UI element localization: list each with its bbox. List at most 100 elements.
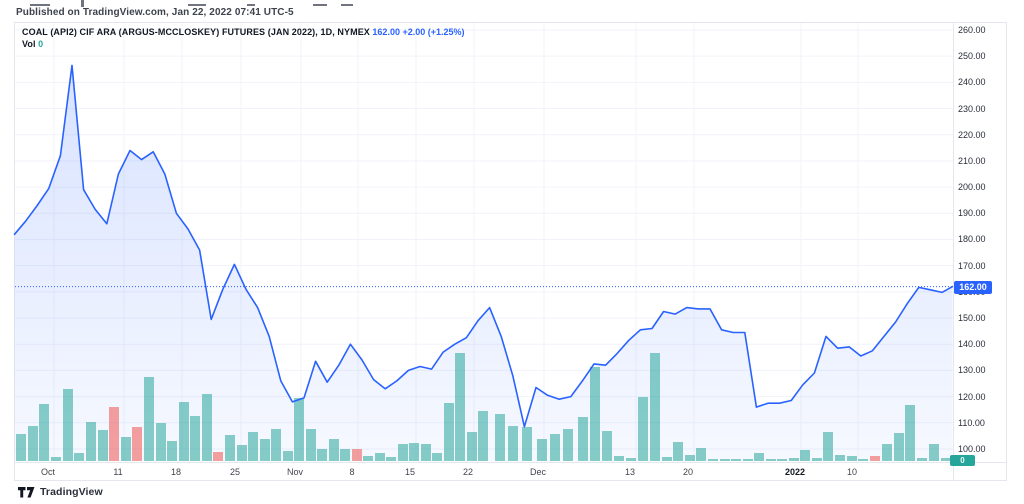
clipped-text-fragment <box>81 0 84 7</box>
volume-bar-up <box>823 432 833 461</box>
tradingview-logo-icon <box>18 486 35 497</box>
volume-bar-up <box>578 417 588 461</box>
volume-bar-up <box>917 458 927 461</box>
volume-bar-up <box>63 389 73 461</box>
volume-bar-up <box>905 405 915 461</box>
price-scale-tick: 130.00 <box>958 365 986 376</box>
volume-bar-up <box>858 459 868 461</box>
volume-bar-up <box>271 429 281 461</box>
volume-bar-up <box>421 444 431 461</box>
current-price-label: 162.00 <box>954 281 992 294</box>
volume-bar-up <box>329 439 339 461</box>
volume-bar-up <box>51 457 61 461</box>
price-scale-tick: 240.00 <box>958 77 986 88</box>
time-scale-tick: 15 <box>404 467 416 477</box>
volume-bar-up <box>283 451 293 461</box>
price-scale-tick: 110.00 <box>958 417 985 428</box>
volume-bar-up <box>121 437 131 461</box>
time-scale-tick: Nov <box>286 467 304 477</box>
price-scale-tick: 210.00 <box>958 155 986 166</box>
volume-bar-up <box>626 458 636 461</box>
volume-bar-up <box>789 458 799 461</box>
volume-bar-up <box>398 444 408 461</box>
volume-bar-up <box>28 426 38 461</box>
volume-bar-up <box>777 459 787 461</box>
volume-bar-up <box>237 445 247 461</box>
price-scale-tick: 180.00 <box>958 234 986 245</box>
volume-bar-up <box>432 453 442 461</box>
volume-bar-up <box>929 444 939 461</box>
volume-bar-down <box>109 407 119 461</box>
volume-bar-up <box>563 429 573 461</box>
price-line <box>13 64 954 428</box>
volume-scale-label: 0 <box>950 455 975 466</box>
volume-bar-up <box>190 416 200 461</box>
time-scale-tick: 25 <box>229 467 241 477</box>
price-line-path <box>13 64 954 428</box>
price-scale-tick: 140.00 <box>958 339 986 350</box>
volume-bar-up <box>495 414 505 461</box>
volume-bar-up <box>98 430 108 461</box>
volume-bar-up <box>260 439 270 461</box>
volume-bar-up <box>179 402 189 461</box>
time-scale-tick: 11 <box>113 467 123 477</box>
clipped-text-fragment <box>247 4 255 6</box>
volume-bar-up <box>685 455 695 461</box>
clipped-text-fragment <box>188 4 206 6</box>
volume-bar-up <box>731 459 741 461</box>
volume-bar-up <box>306 429 316 461</box>
volume-label: Vol <box>22 39 36 49</box>
volume-value: 0 <box>38 39 44 49</box>
time-scale-tick: 8 <box>349 467 355 477</box>
time-scale-tick: 13 <box>624 467 636 477</box>
volume-bar-up <box>708 459 718 461</box>
price-scale-tick: 260.00 <box>958 25 986 35</box>
legend-change: +2.00 (+1.25%) <box>402 27 465 37</box>
legend-volume-row: Vol 0 <box>22 38 465 50</box>
time-scale-tick: 22 <box>462 467 474 477</box>
volume-bar-up <box>467 432 477 461</box>
tradingview-logo[interactable]: TradingView <box>18 486 103 498</box>
volume-bar-up <box>894 433 904 461</box>
clipped-text-fragment <box>341 4 353 6</box>
volume-bar-up <box>650 353 660 461</box>
time-scale-tick: 20 <box>682 467 694 477</box>
area-fill-path <box>14 65 953 462</box>
volume-bar-up <box>375 453 385 461</box>
volume-bar-up <box>225 435 235 461</box>
volume-bar-up <box>508 426 518 461</box>
time-scale-separator <box>15 462 1006 463</box>
volume-bar-up <box>602 431 612 461</box>
volume-bar-down <box>132 427 142 461</box>
price-area-fill <box>14 65 953 462</box>
legend-symbol-row: COAL (API2) CIF ARA (ARGUS-MCCLOSKEY) FU… <box>22 26 465 38</box>
volume-bar-up <box>614 456 624 461</box>
volume-bar-up <box>294 398 304 461</box>
clipped-text-fragment <box>30 4 50 6</box>
price-scale-separator <box>953 23 954 481</box>
price-scale-tick: 230.00 <box>958 103 986 114</box>
symbol-title: COAL (API2) CIF ARA (ARGUS-MCCLOSKEY) FU… <box>22 27 370 37</box>
volume-bars <box>16 353 951 461</box>
volume-bar-up <box>835 455 845 461</box>
chart-legend[interactable]: COAL (API2) CIF ARA (ARGUS-MCCLOSKEY) FU… <box>22 26 465 50</box>
volume-bar-up <box>720 459 730 461</box>
clipped-text-fragment <box>313 4 327 6</box>
volume-bar-up <box>478 411 488 461</box>
volume-bar-up <box>156 423 166 461</box>
volume-bar-up <box>766 459 776 461</box>
time-scale-tick: 10 <box>846 467 858 477</box>
volume-bar-up <box>941 458 951 461</box>
volume-bar-up <box>444 403 454 461</box>
volume-bar-up <box>847 456 857 461</box>
price-scale-tick: 120.00 <box>958 391 986 402</box>
tradingview-logo-text: TradingView <box>40 486 103 498</box>
volume-bar-up <box>550 434 560 461</box>
volume-bar-up <box>743 459 753 461</box>
volume-bar-up <box>662 457 672 461</box>
volume-bar-up <box>202 394 212 461</box>
price-scale-tick: 220.00 <box>958 129 986 140</box>
volume-bar-up <box>340 449 350 461</box>
